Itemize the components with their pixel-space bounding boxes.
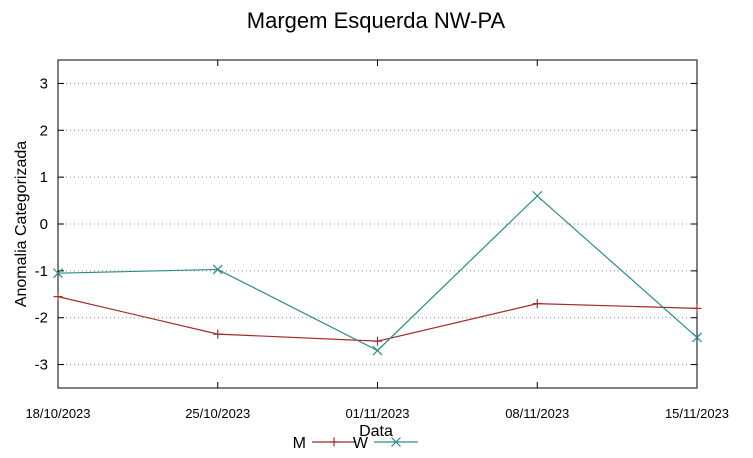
data-point	[373, 336, 382, 346]
chart-title: Margem Esquerda NW-PA	[247, 8, 506, 33]
series-line-m	[57, 296, 698, 342]
series-line-w	[57, 195, 698, 352]
x-axis-ticks: 18/10/2023 25/10/2023 01/11/2023 08/11/2023…	[25, 60, 729, 421]
y-tick-label: 3	[40, 75, 48, 92]
y-tick-label: 0	[40, 216, 48, 233]
data-point	[212, 264, 223, 275]
data-point	[53, 268, 63, 279]
data-point	[692, 303, 702, 313]
y-axis-ticks: 3 2 1 0 -1 -2 -3	[35, 75, 697, 374]
data-point	[391, 437, 401, 447]
y-tick-label: -3	[35, 357, 48, 374]
y-axis-label: Anomalia Categorizada	[13, 141, 30, 307]
y-tick-label: -1	[35, 263, 48, 280]
x-axis-label: Data	[359, 423, 393, 440]
y-tick-label: 2	[40, 122, 48, 139]
legend-label: M	[293, 435, 306, 452]
data-point	[329, 437, 339, 447]
data-point	[532, 190, 543, 201]
data-point	[692, 332, 702, 343]
series-layer	[53, 190, 702, 356]
legend-label: W	[353, 435, 369, 452]
x-tick-label: 01/11/2023	[345, 406, 409, 421]
data-point	[532, 299, 542, 309]
grid-lines	[58, 82, 697, 366]
y-tick-label: -2	[35, 310, 48, 327]
x-tick-label: 15/11/2023	[665, 406, 729, 421]
y-tick-label: 1	[40, 169, 48, 186]
x-tick-label: 25/10/2023	[185, 406, 250, 421]
data-point	[53, 292, 63, 302]
data-point	[213, 329, 223, 339]
data-point	[372, 345, 383, 356]
x-tick-label: 18/10/2023	[25, 406, 90, 421]
x-tick-label: 08/11/2023	[505, 406, 569, 421]
